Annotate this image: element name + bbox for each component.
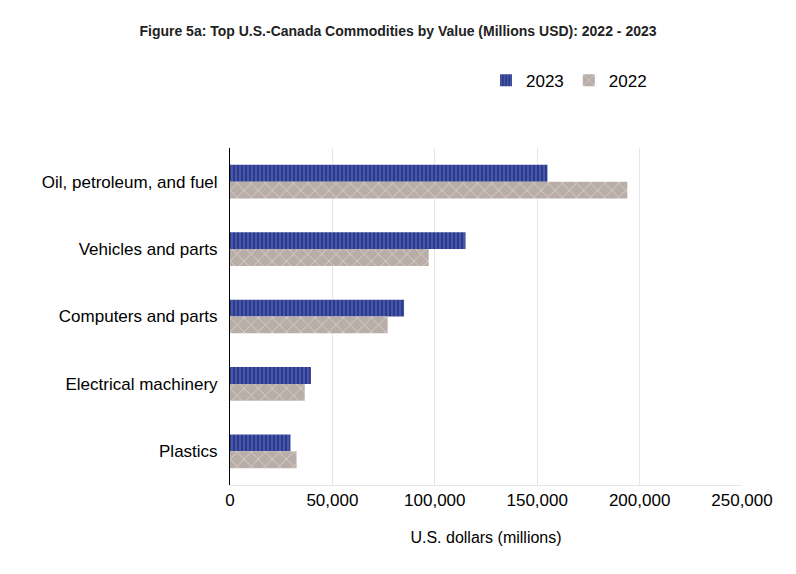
svg-text:0: 0 xyxy=(225,491,234,510)
svg-text:2022: 2022 xyxy=(609,72,647,91)
svg-text:Computers and parts: Computers and parts xyxy=(59,307,218,326)
svg-text:Electrical machinery: Electrical machinery xyxy=(65,375,218,394)
svg-text:U.S. dollars (millions): U.S. dollars (millions) xyxy=(410,529,561,546)
svg-text:Vehicles and parts: Vehicles and parts xyxy=(79,240,218,259)
svg-text:2023: 2023 xyxy=(526,72,564,91)
svg-text:100,000: 100,000 xyxy=(404,491,465,510)
svg-text:Plastics: Plastics xyxy=(159,442,218,461)
svg-text:200,000: 200,000 xyxy=(609,491,670,510)
svg-text:150,000: 150,000 xyxy=(506,491,567,510)
svg-text:250,000: 250,000 xyxy=(711,491,772,510)
svg-text:Figure 5a: Top U.S.-Canada Com: Figure 5a: Top U.S.-Canada Commodities b… xyxy=(139,23,656,39)
svg-text:Oil, petroleum, and fuel: Oil, petroleum, and fuel xyxy=(42,173,218,192)
svg-text:50,000: 50,000 xyxy=(306,491,358,510)
